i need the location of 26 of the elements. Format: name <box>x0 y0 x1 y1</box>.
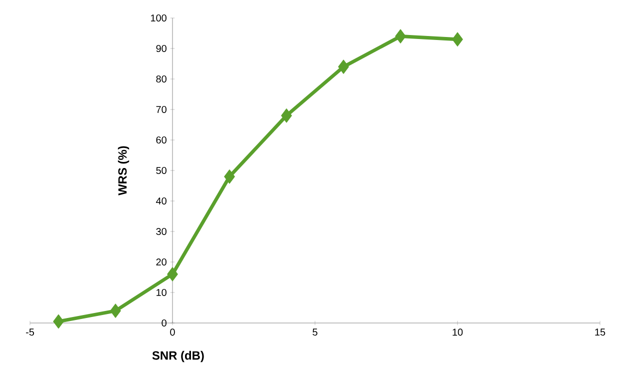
point <box>167 266 178 282</box>
y-tick-label: 40 <box>156 197 166 205</box>
y-tick-label: 50 <box>156 166 166 174</box>
y-tick-label: 10 <box>156 288 166 296</box>
y-tick-label: 20 <box>156 258 166 266</box>
y-tick-label: 90 <box>156 44 166 52</box>
x-tick-label: 15 <box>595 328 606 336</box>
point <box>338 60 349 74</box>
x-axis-title: SNR (dB) <box>152 350 204 362</box>
y-tick-label: 30 <box>156 228 166 236</box>
point <box>224 169 235 184</box>
y-tick-label: 0 <box>162 319 166 327</box>
x-tick-label: -5 <box>26 328 34 336</box>
y-tick-label: 60 <box>156 136 166 144</box>
point <box>110 304 121 318</box>
point <box>53 314 64 329</box>
x-tick-label: 10 <box>452 328 463 336</box>
y-axis-title: WRS (%) <box>118 146 130 196</box>
point <box>452 32 463 47</box>
x-tick-label: 0 <box>170 328 175 336</box>
point <box>395 29 406 44</box>
y-tick-label: 70 <box>156 106 166 114</box>
x-tick-label: 5 <box>312 328 318 336</box>
y-tick-label: 80 <box>156 75 166 83</box>
point <box>281 108 292 123</box>
y-tick-label: 100 <box>151 14 166 22</box>
